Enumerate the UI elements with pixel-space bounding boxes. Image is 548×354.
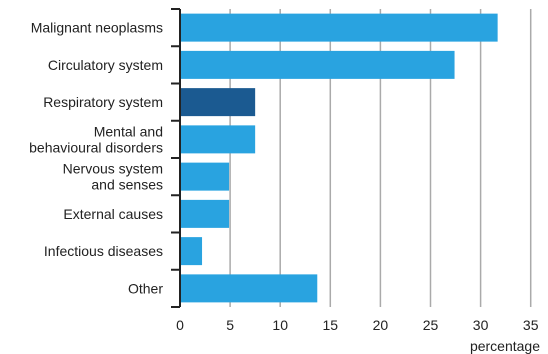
bars (180, 13, 498, 303)
x-tick-label: 0 (176, 317, 184, 333)
x-tick-label: 5 (226, 317, 234, 333)
x-tick-label: 10 (272, 317, 288, 333)
x-tick-labels: 0 5 10 15 20 25 30 35 (176, 317, 539, 333)
category-label: Circulatory system (48, 57, 163, 73)
x-tick-label: 20 (373, 317, 389, 333)
x-axis-title: percentage (470, 338, 540, 354)
x-tick-label: 25 (423, 317, 439, 333)
category-label: Nervous system and senses (63, 161, 163, 193)
y-axis (171, 8, 181, 308)
bar (180, 125, 256, 154)
category-label: External causes (63, 206, 163, 222)
x-tick-label: 15 (323, 317, 339, 333)
bar (180, 88, 256, 117)
bar (180, 274, 318, 303)
category-label: Other (128, 280, 163, 296)
bar (180, 50, 455, 79)
x-tick-label: 35 (523, 317, 539, 333)
bar (180, 237, 203, 266)
category-label: Malignant neoplasms (31, 20, 163, 36)
category-label: Infectious diseases (44, 243, 163, 259)
bar (180, 162, 230, 191)
bar (180, 13, 498, 42)
category-labels: Malignant neoplasms Circulatory system Res… (29, 20, 163, 297)
bar (180, 199, 230, 228)
category-label: Mental and behavioural disorders (29, 123, 163, 155)
category-label: Respiratory system (43, 94, 163, 110)
x-tick-label: 30 (473, 317, 489, 333)
